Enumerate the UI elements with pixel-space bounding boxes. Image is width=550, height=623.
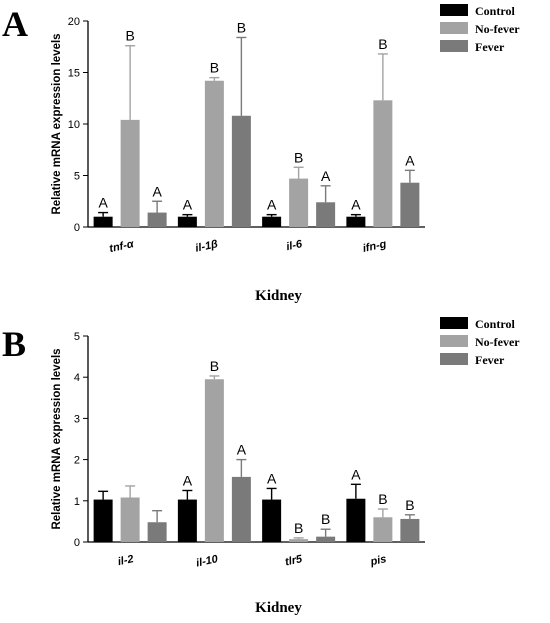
- panel-b-y-tick-label: 0: [74, 537, 80, 549]
- panel-a-x-axis-title: Kidney: [255, 288, 302, 304]
- panel-b-y-tick-label: 1: [74, 496, 80, 508]
- panel-b-category-label: il-10: [195, 553, 220, 569]
- panel-a-legend-label: Control: [475, 4, 515, 18]
- panel-b-legend-swatch-no-fever: [440, 335, 468, 347]
- panel-b-category-label: pis: [368, 553, 387, 568]
- panel-a-significance-letter: B: [125, 28, 134, 44]
- panel-a-bar-no-fever: [204, 80, 224, 228]
- panel-b-bar-fever: [147, 522, 167, 542]
- panel-a-significance-letter: A: [321, 168, 331, 184]
- panel-b-bar-no-fever: [373, 517, 393, 542]
- panel-b-bar-no-fever: [289, 539, 309, 542]
- panel-b-y-tick-label: 3: [74, 413, 80, 425]
- panel-a-significance-letter: A: [405, 152, 415, 168]
- panel-a-category-label: ifn-g: [362, 238, 388, 255]
- panel-a-y-tick-label: 10: [68, 119, 80, 131]
- panel-b-bar-fever: [231, 476, 251, 542]
- panel-a-category-label: il-1β: [194, 238, 219, 254]
- panel-a-legend-swatch-control: [440, 4, 468, 16]
- panel-b-bar-control: [262, 499, 282, 542]
- panel-b-legend-label: No-fever: [475, 335, 520, 349]
- panel-a-legend-swatch-no-fever: [440, 22, 468, 34]
- panel-a-significance-letter: A: [98, 195, 108, 211]
- panel-a-bar-control: [262, 216, 282, 227]
- panel-a-significance-letter: A: [183, 197, 193, 213]
- panel-b-y-axis-label: Relative mRNA expression levels: [51, 348, 63, 529]
- panel-b-category-label: il-2: [117, 553, 135, 568]
- panel-a-chart: 0 5 10 15 20 Relative mRNA expression levels A…: [51, 4, 520, 304]
- panel-b-bar-control: [177, 499, 197, 542]
- panel-b-letter: B: [2, 324, 26, 364]
- panel-b-y-tick-label: 5: [74, 331, 80, 343]
- panel-a-significance-letter: B: [378, 36, 387, 52]
- panel-a-significance-letter: B: [294, 149, 303, 165]
- panel-b-y-tick-label: 2: [74, 455, 80, 467]
- panel-a-legend-label: Fever: [475, 40, 505, 54]
- panel-a-bar-no-fever: [120, 119, 140, 227]
- panel-a-significance-letter: B: [237, 19, 246, 35]
- panel-a-category-label: tnf-α: [108, 238, 136, 255]
- panel-b-bar-no-fever: [120, 497, 140, 542]
- panel-a-bar-control: [177, 216, 197, 227]
- panel-a-significance-letter: A: [152, 183, 162, 199]
- panel-b-significance-letter: A: [267, 470, 277, 486]
- panel-a-category-label: il-6: [285, 238, 304, 253]
- panel-b-x-axis-title: Kidney: [255, 600, 302, 616]
- panel-b-legend-swatch-fever: [440, 353, 468, 365]
- panel-a-legend-label: No-fever: [475, 22, 520, 36]
- panel-b-bar-fever: [316, 536, 336, 542]
- panel-a-bar-fever: [316, 202, 336, 227]
- panel-b-significance-letter: B: [294, 520, 303, 536]
- panel-b-bar-fever: [400, 518, 420, 542]
- panel-a-bar-control: [346, 216, 366, 227]
- panel-b-significance-letter: B: [321, 511, 330, 527]
- panel-a-bar-no-fever: [289, 178, 309, 227]
- panel-a-bar-fever: [147, 212, 167, 227]
- panel-a-significance-letter: B: [210, 60, 219, 76]
- panel-b-significance-letter: A: [351, 466, 361, 482]
- panel-a-legend-swatch-fever: [440, 40, 468, 52]
- panel-a-significance-letter: A: [267, 197, 277, 213]
- panel-b-legend-label: Control: [475, 317, 515, 331]
- panel-a-bar-fever: [400, 182, 420, 227]
- panel-a-bar-control: [93, 216, 113, 227]
- panel-b-significance-letter: A: [237, 442, 247, 458]
- panel-b-significance-letter: B: [378, 491, 387, 507]
- panel-b-legend-swatch-control: [440, 317, 468, 329]
- panel-b-category-label: tlr5: [284, 553, 304, 568]
- panel-b-bar-no-fever: [204, 379, 224, 542]
- panel-b-legend-label: Fever: [475, 353, 505, 367]
- panel-a-y-tick-label: 15: [68, 68, 80, 80]
- panel-a-y-axis-label: Relative mRNA expression levels: [51, 33, 63, 214]
- panel-a-bar-fever: [231, 115, 251, 227]
- panel-b-significance-letter: B: [210, 358, 219, 374]
- panel-b-significance-letter: A: [183, 473, 193, 489]
- panel-b-y-tick-label: 4: [74, 372, 80, 384]
- panel-b-bar-control: [346, 498, 366, 542]
- panel-a-y-tick-label: 0: [74, 222, 80, 234]
- panel-a-letter: A: [2, 4, 28, 44]
- panel-b-significance-letter: B: [405, 497, 414, 513]
- panel-b-chart: 0 1 2 3 4 5 Relative mRNA expression levels il-…: [51, 317, 520, 616]
- panel-a-y-tick-label: 5: [74, 171, 80, 183]
- panel-a-significance-letter: A: [351, 197, 361, 213]
- panel-b-bar-control: [93, 499, 113, 542]
- panel-a-y-tick-label: 20: [68, 16, 80, 28]
- panel-a-bar-no-fever: [373, 100, 393, 227]
